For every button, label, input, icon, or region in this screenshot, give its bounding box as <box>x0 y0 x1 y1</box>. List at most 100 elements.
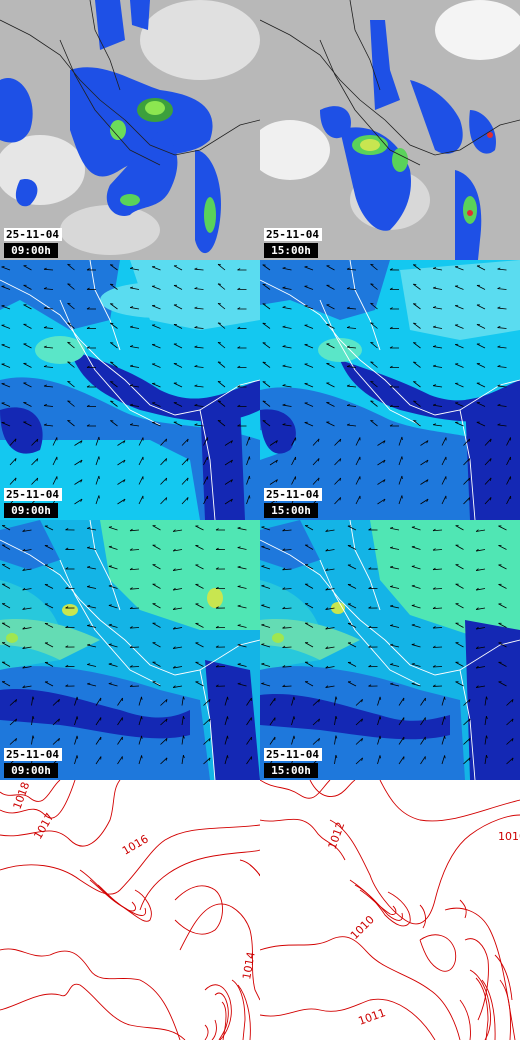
wind-arrow <box>304 324 314 329</box>
wind-arrow <box>463 477 471 485</box>
wind-arrow <box>44 327 54 329</box>
wind-arrow <box>130 365 140 368</box>
wind-arrow <box>203 738 211 745</box>
wind-arrow <box>52 476 58 485</box>
wind-arrow-head <box>87 585 91 588</box>
wind-arrow-head <box>237 624 241 626</box>
wind-arrow-head <box>346 306 350 309</box>
wind-arrow-head <box>426 498 429 502</box>
wind-arrow <box>130 404 140 407</box>
wind-arrow-head <box>237 385 241 388</box>
wind-arrow <box>355 738 363 745</box>
wind-arrow-head <box>130 286 134 289</box>
wind-arrow-head <box>165 438 168 442</box>
wind-arrow <box>347 584 357 589</box>
wind-arrow <box>454 266 464 271</box>
wind-arrow <box>1 363 11 368</box>
timestamp: 25-11-04 09:00h <box>4 228 62 258</box>
wind-arrow <box>261 624 271 628</box>
wind-arrow-head <box>87 527 91 529</box>
wind-arrow-head <box>370 400 374 402</box>
wind-arrow <box>498 525 507 531</box>
wind-arrow <box>152 525 161 531</box>
wind-arrow <box>52 718 60 726</box>
wind-arrow <box>398 436 403 446</box>
wind-arrow-head <box>22 646 26 649</box>
wind-arrow <box>476 382 486 388</box>
wind-arrow-head <box>237 663 241 665</box>
wind-arrow <box>74 479 83 485</box>
wind-arrow <box>1 642 11 648</box>
wind-arrow-head <box>432 587 436 590</box>
wind-arrow <box>304 544 314 550</box>
wind-arrow <box>411 663 421 667</box>
wind-arrow <box>455 525 464 531</box>
wind-arrow <box>31 438 39 446</box>
timestamp: 25-11-04 15:00h <box>264 748 322 778</box>
wind-arrow-head <box>390 546 394 549</box>
wind-arrow <box>312 477 320 485</box>
wind-arrow <box>23 265 32 271</box>
wind-arrow-head <box>383 440 386 444</box>
wind-arrow-head <box>411 584 415 587</box>
wind-arrow-head <box>217 381 221 383</box>
wind-arrow-head <box>432 567 436 571</box>
wind-arrow <box>110 283 118 290</box>
wind-arrow-head <box>130 306 134 308</box>
wind-arrow <box>44 346 54 349</box>
wind-arrow-head <box>237 643 241 646</box>
wind-arrow <box>432 627 443 629</box>
wind-arrow <box>370 303 378 310</box>
wind-arrow <box>181 497 189 505</box>
wind-arrow-head <box>249 475 251 480</box>
wind-arrow-head <box>15 738 17 742</box>
wind-arrow <box>160 477 167 485</box>
wind-arrow <box>476 588 486 591</box>
wind-arrow-head <box>108 623 112 626</box>
wind-arrow <box>355 456 361 466</box>
wind-map-low-1500-graphic <box>260 260 520 520</box>
wind-arrow-head <box>227 755 229 759</box>
wind-arrow <box>67 400 75 407</box>
wind-arrow <box>262 283 271 290</box>
wind-arrow <box>269 479 278 485</box>
wind-arrow <box>195 681 204 687</box>
wind-arrow <box>326 284 335 290</box>
wind-arrow-head <box>339 438 342 443</box>
wind-arrow-head <box>335 754 338 759</box>
wind-arrow <box>282 529 292 532</box>
wind-arrow <box>347 385 357 388</box>
wind-arrow <box>497 366 507 368</box>
wind-arrow-head <box>187 477 189 481</box>
wind-arrow <box>262 420 271 427</box>
wind-arrow <box>262 342 271 349</box>
wind-arrow <box>108 605 118 609</box>
wind-arrow-head <box>468 757 471 761</box>
wind-arrow-head <box>426 440 429 444</box>
wind-arrow-head <box>293 696 295 700</box>
wind-arrow-head <box>123 498 126 502</box>
wind-arrow <box>52 456 58 466</box>
wind-arrow <box>497 268 507 271</box>
wind-arrow <box>455 603 464 609</box>
wind-arrow <box>476 265 486 271</box>
wind-arrow <box>455 622 464 628</box>
wind-arrow-head <box>370 361 374 363</box>
wind-arrow-head <box>227 735 229 739</box>
wind-arrow-head <box>282 364 286 367</box>
wind-arrow <box>282 666 292 668</box>
wind-arrow <box>217 264 226 271</box>
wind-arrow-head <box>486 735 488 739</box>
wind-arrow <box>484 696 487 706</box>
wind-arrow-head <box>432 364 437 367</box>
wind-arrow-head <box>325 607 329 610</box>
wind-arrow-head <box>468 477 471 482</box>
wind-arrow-head <box>468 438 471 442</box>
wind-arrow <box>398 495 403 505</box>
wind-arrow <box>498 622 507 628</box>
wind-arrow-head <box>390 682 394 685</box>
wind-arrow-head <box>489 497 492 501</box>
wind-arrow <box>476 304 486 310</box>
wind-arrow <box>498 642 507 648</box>
wind-arrow <box>347 525 357 531</box>
